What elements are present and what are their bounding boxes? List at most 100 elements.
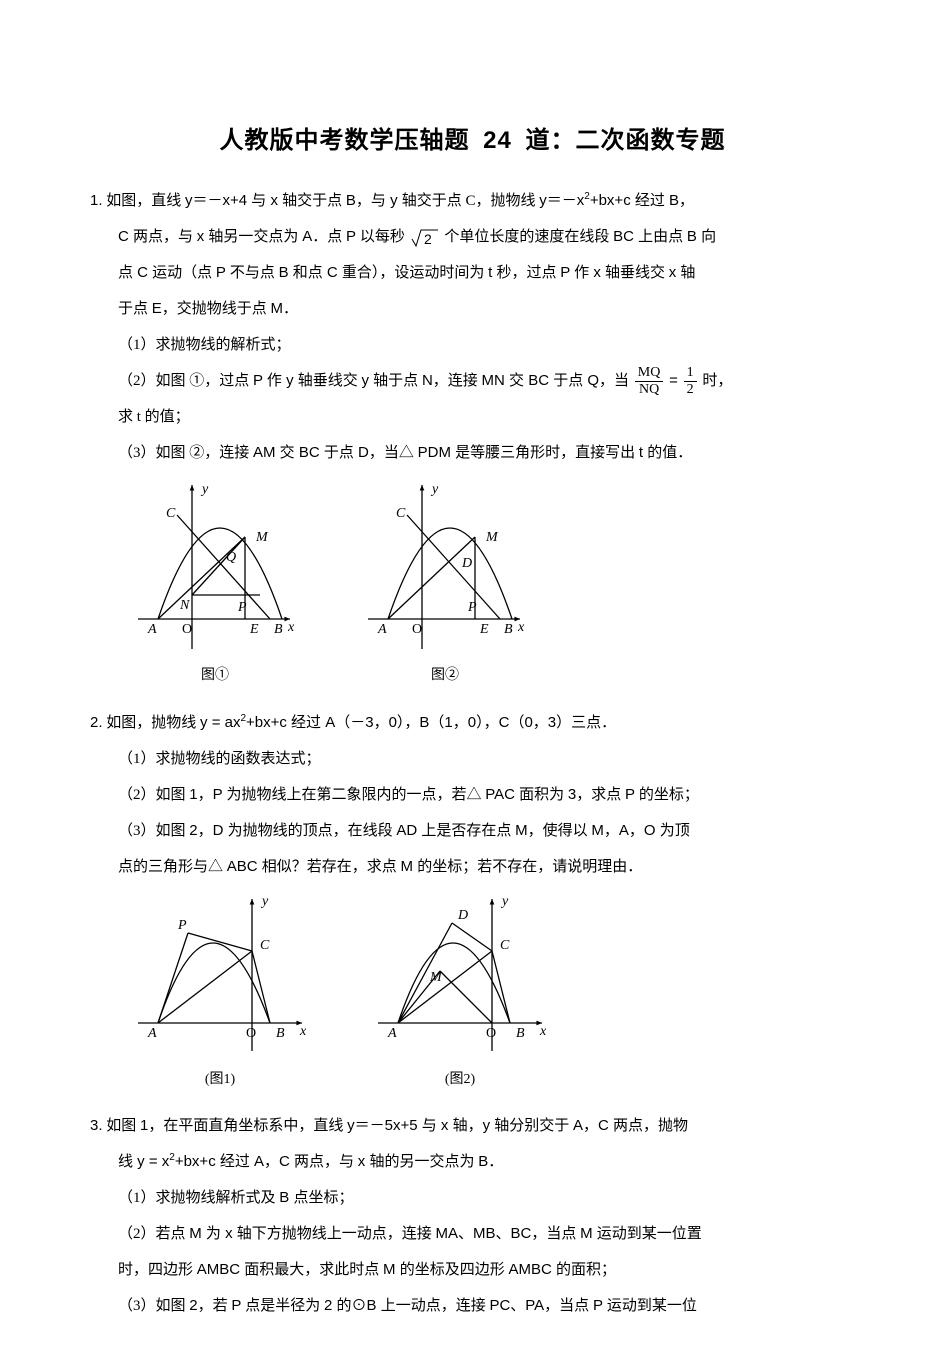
p1-q1: （1）求抛物线的解析式； [90, 327, 855, 363]
t: （3）如图 ②，连接 [118, 445, 249, 461]
t: x 轴的另一交点为 [358, 1153, 475, 1170]
title-post: 道：二次函数专题 [526, 127, 726, 154]
svg-text:x: x [539, 1024, 547, 1039]
svg-text:M: M [255, 530, 269, 545]
p3-line2: 线 y = x2+bx+c 经过 A，C 两点，与 x 轴的另一交点为 B． [90, 1144, 855, 1180]
svg-text:x: x [299, 1024, 307, 1039]
t: E，交抛物线于点 [152, 300, 267, 317]
t: 1，在平面直角坐标系中，直线 [140, 1117, 343, 1134]
t: 2 的⊙B 上一动点，连接 [324, 1297, 486, 1314]
t: 点的三角形与△ [118, 859, 223, 875]
t: B 向 [687, 228, 716, 245]
p1-line4: 于点 E，交抛物线于点 M． [90, 291, 855, 327]
p3-q3: （3）如图 2，若 P 点是半径为 2 的⊙B 上一动点，连接 PC、PA，当点… [90, 1288, 855, 1324]
svg-text:A: A [147, 622, 157, 637]
t: 于点 [118, 301, 148, 317]
p1-line2: C 两点，与 x 轴另一交点为 A．点 P 以每秒 2 个单位长度的速度在线段 … [90, 219, 855, 255]
fraction: MQNQ [635, 366, 664, 397]
svg-text:C: C [166, 506, 176, 521]
svg-text:y: y [500, 894, 509, 909]
t: M，A，O 为顶 [591, 822, 689, 839]
problem-2: 2. 如图，抛物线 y = ax2+bx+c 经过 A（－3，0），B（1，0）… [90, 705, 855, 1097]
p2-line1: 2. 如图，抛物线 y = ax2+bx+c 经过 A（－3，0），B（1，0）… [90, 705, 855, 741]
t: P 作 x 轴垂线交 [560, 264, 665, 281]
svg-text:E: E [479, 622, 489, 637]
fig-caption: 图② [360, 659, 530, 693]
t: M 的坐标；若不存在，请说明理由． [401, 858, 643, 875]
t: MN 交 BC 于点 Q，当 [482, 372, 630, 389]
t: y 轴于点 [362, 372, 419, 389]
p1-q2b: 求 t 的值； [90, 399, 855, 435]
svg-text:D: D [461, 556, 472, 571]
t: MA、MB、BC，当点 [436, 1225, 577, 1242]
t: （2）如图 [118, 787, 186, 803]
t: y＝－5x+5 与 x 轴，y 轴分别交于 [347, 1117, 569, 1134]
t: PC、PA，当点 [489, 1297, 589, 1314]
t: B． [478, 1153, 503, 1170]
svg-text:O: O [412, 622, 422, 637]
p1-line1: 1. 如图，直线 y＝－x+4 与 x 轴交于点 B，与 y 轴交于点 C，抛物… [90, 183, 855, 219]
svg-text:M: M [429, 970, 443, 985]
page-title: 人教版中考数学压轴题 24 道：二次函数专题 [90, 120, 855, 155]
t: （2）若点 [118, 1226, 186, 1242]
t: 时， [702, 373, 732, 389]
p3-q2b: 时，四边形 AMBC 面积最大，求此时点 M 的坐标及四边形 AMBC 的面积； [90, 1252, 855, 1288]
svg-text:N: N [179, 598, 190, 613]
t: （1）求抛物线解析式及 [118, 1190, 276, 1206]
t: x 轴另一交点为 [197, 228, 299, 245]
p3-line1: 3. 如图 1，在平面直角坐标系中，直线 y＝－5x+5 与 x 轴，y 轴分别… [90, 1108, 855, 1144]
svg-text:P: P [467, 600, 477, 615]
title-pre: 人教版中考数学压轴题 [219, 127, 469, 154]
svg-text:B: B [276, 1026, 285, 1041]
p2-figures: yxOABCP (图1) yxOABCDM (图2) [90, 891, 855, 1097]
problem-1: 1. 如图，直线 y＝－x+4 与 x 轴交于点 B，与 y 轴交于点 C，抛物… [90, 183, 855, 693]
t: AM 交 BC 于点 D，当△ [253, 444, 414, 461]
svg-text:A: A [147, 1026, 157, 1041]
diagram-1b: yxOACDMPEB [360, 477, 530, 657]
t: 如图，抛物线 [106, 715, 196, 731]
diagram-2b: yxOABCDM [370, 891, 550, 1061]
p1-num: 1. [90, 192, 103, 209]
p3-q1: （1）求抛物线解析式及 B 点坐标； [90, 1180, 855, 1216]
p2-q1: （1）求抛物线的函数表达式； [90, 741, 855, 777]
p3-q2a: （2）若点 M 为 x 轴下方抛物线上一动点，连接 MA、MB、BC，当点 M … [90, 1216, 855, 1252]
t: PAC 面积为 [485, 786, 564, 803]
svg-text:O: O [246, 1026, 256, 1041]
fraction: 12 [684, 366, 697, 397]
p1-q2: （2）如图 ①，过点 P 作 y 轴垂线交 y 轴于点 N，连接 MN 交 BC… [90, 363, 855, 399]
t: A．点 [302, 228, 342, 245]
svg-text:M: M [485, 530, 499, 545]
t: +bx+c 经过 A，C 两点，与 [175, 1153, 354, 1170]
t: 2，若 [189, 1297, 227, 1314]
t: M 为 x 轴下方抛物线上一动点，连接 [189, 1225, 432, 1242]
frac-num: 1 [684, 366, 697, 382]
t: B 和点 C 重合），设运动时间为 [279, 264, 485, 281]
problem-3: 3. 如图 1，在平面直角坐标系中，直线 y＝－5x+5 与 x 轴，y 轴分别… [90, 1108, 855, 1324]
svg-text:x: x [287, 620, 295, 635]
t: 个单位长度的速度在线段 [444, 229, 609, 245]
t: PDM 是等腰三角形时，直接写出 [418, 444, 636, 461]
frac-num: MQ [635, 366, 664, 382]
diagram-1a: yxOANCQMPEB [130, 477, 300, 657]
svg-text:x: x [517, 620, 525, 635]
t: AMBC 的面积； [508, 1261, 616, 1278]
eq: = [669, 372, 678, 389]
t: P 以每秒 [346, 228, 405, 245]
p2-q3b: 点的三角形与△ ABC 相似？若存在，求点 M 的坐标；若不存在，请说明理由． [90, 849, 855, 885]
t: AMBC 面积最大，求此时点 [197, 1261, 380, 1278]
t: N，连接 [422, 372, 478, 389]
svg-text:C: C [396, 506, 406, 521]
fig-caption: (图2) [370, 1063, 550, 1097]
svg-text:E: E [249, 622, 259, 637]
fig-caption: (图1) [130, 1063, 310, 1097]
t: y＝－x+4 与 x 轴交于点 [185, 192, 342, 209]
t: 如图，直线 [106, 193, 181, 209]
t: M，使得以 [515, 822, 588, 839]
svg-text:y: y [200, 482, 209, 497]
t: （3）如图 [118, 823, 186, 839]
svg-text:B: B [516, 1026, 525, 1041]
svg-text:y: y [260, 894, 269, 909]
t: M 的坐标及四边形 [383, 1261, 505, 1278]
t: B 点坐标； [279, 1189, 353, 1206]
fig-caption: 图① [130, 659, 300, 693]
